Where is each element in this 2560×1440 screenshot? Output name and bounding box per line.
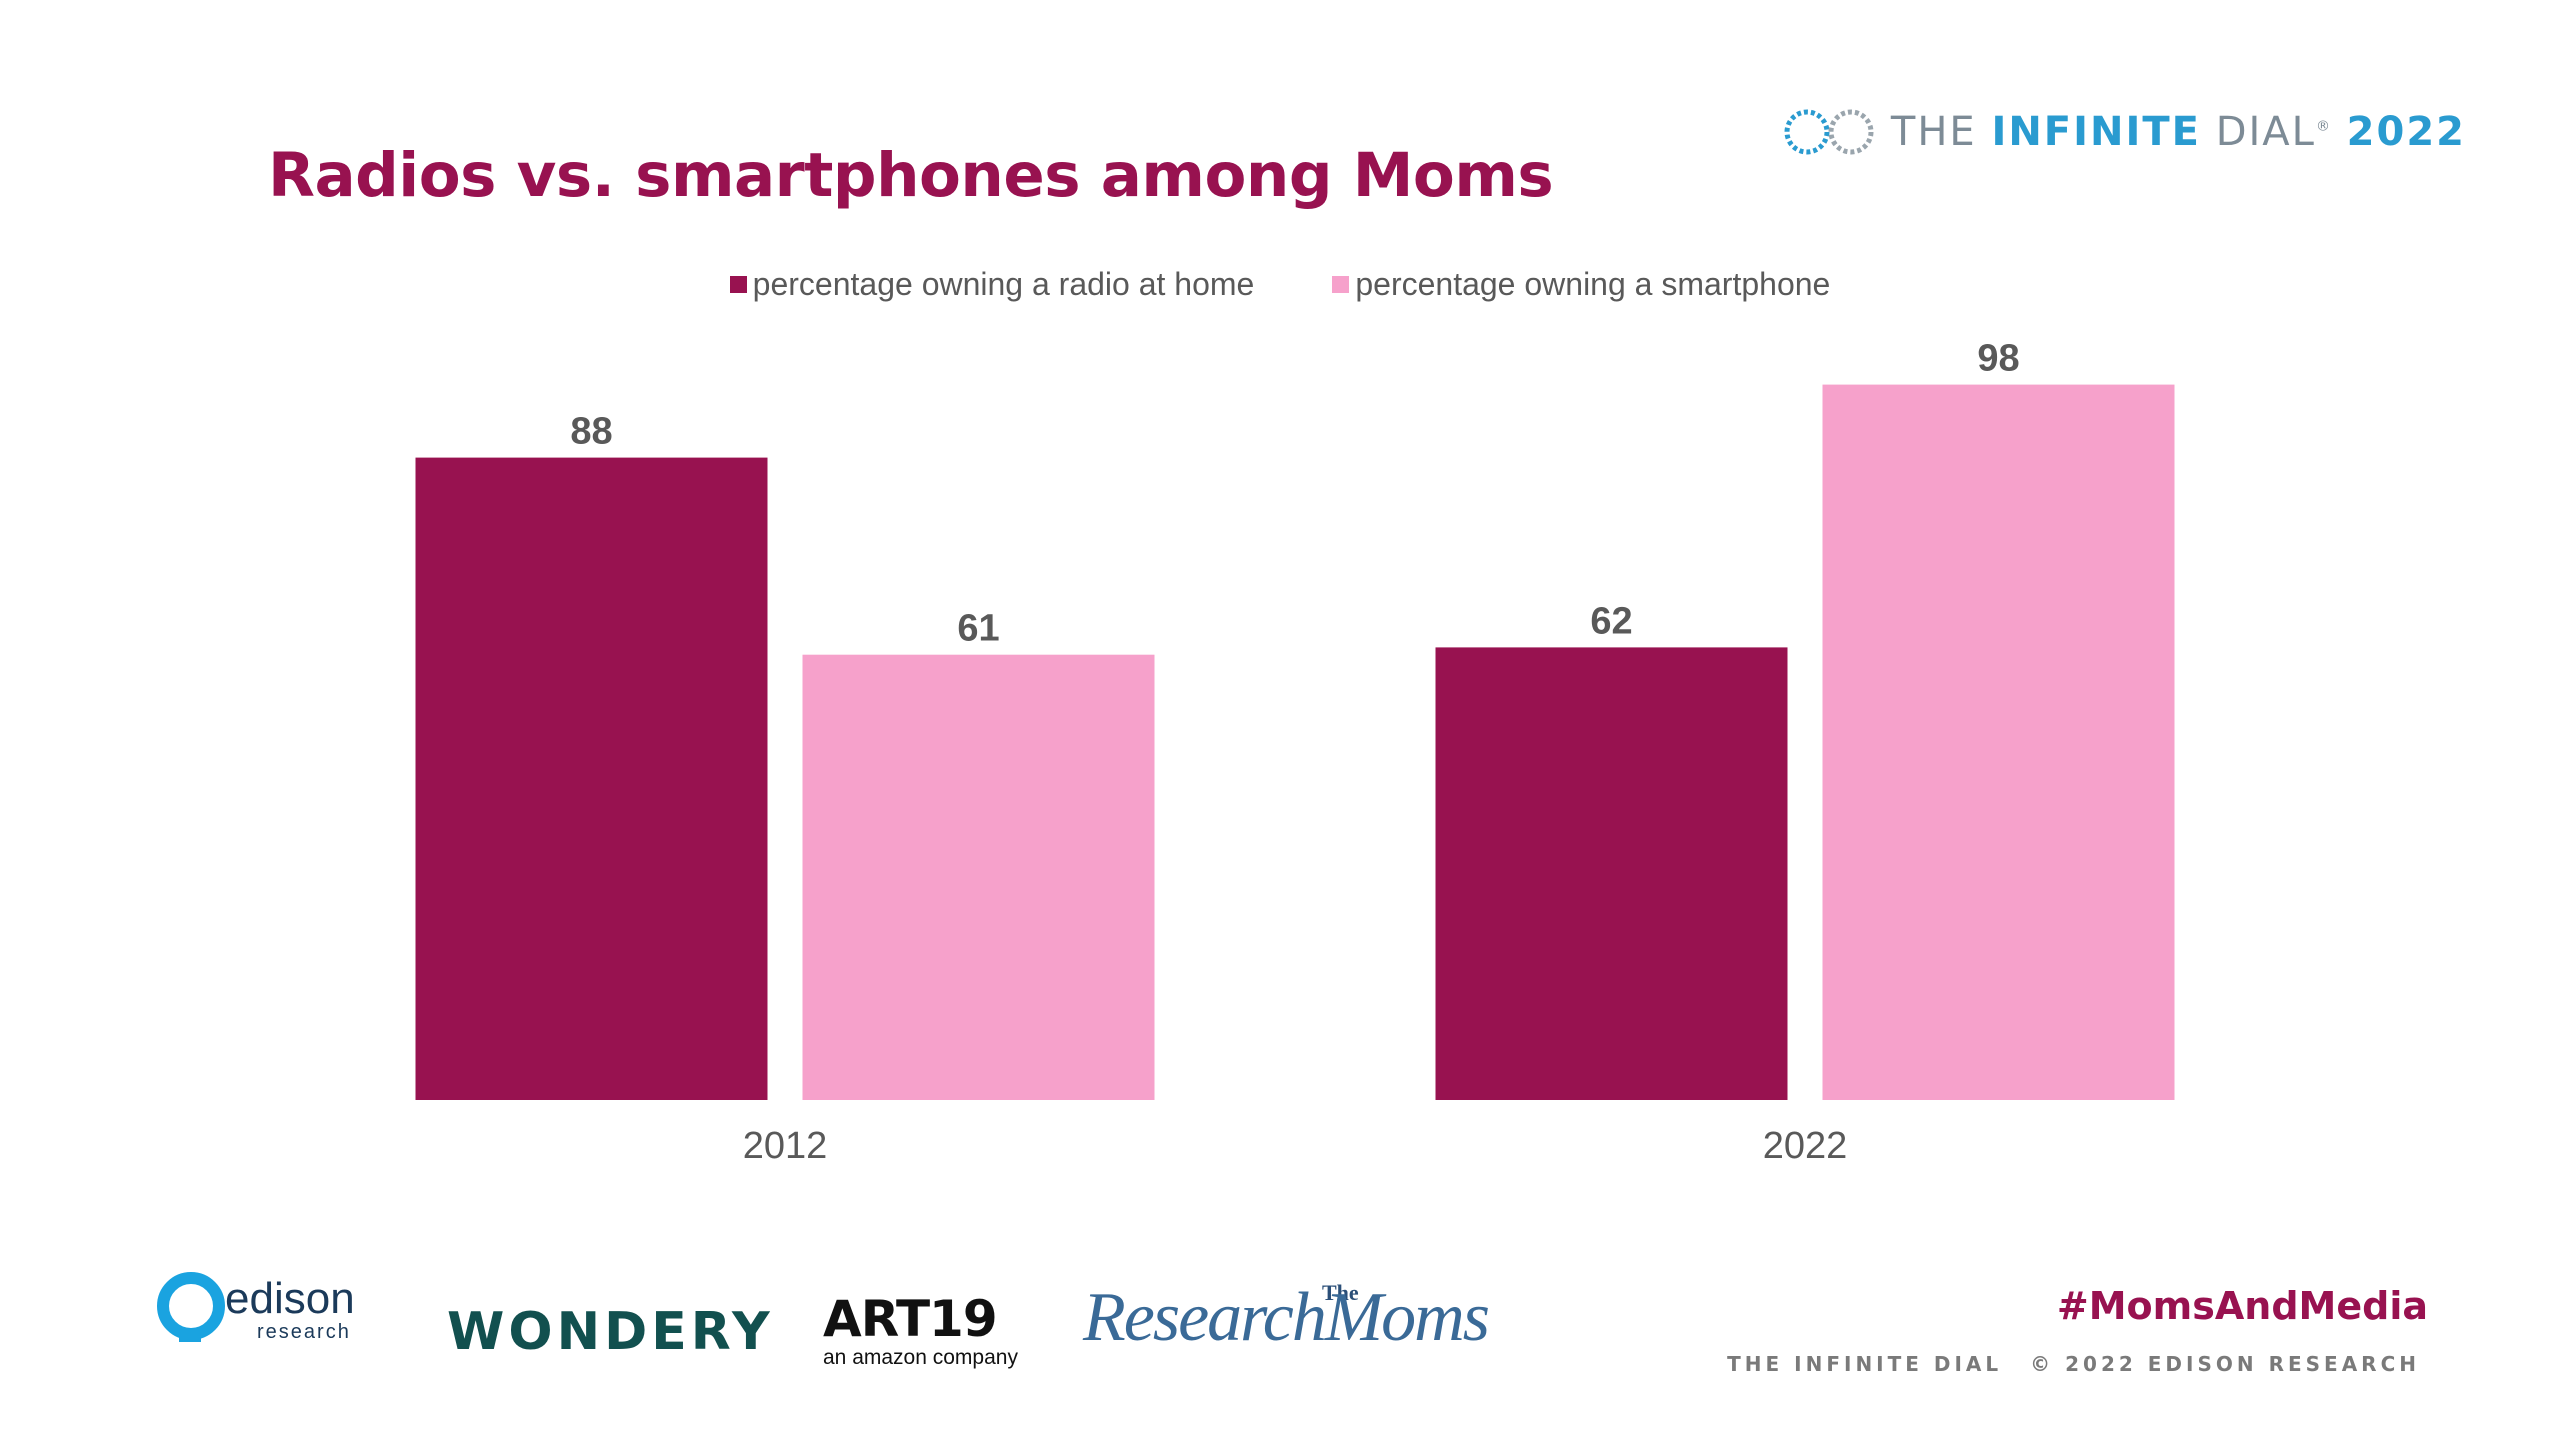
chart-legend: percentage owning a radio at home percen… xyxy=(0,266,2560,303)
art19-wordmark: ART19 xyxy=(823,1290,998,1348)
bar-2012-series-0 xyxy=(415,457,768,1101)
brand-year: 2022 xyxy=(2346,109,2466,155)
legend-item-radio: percentage owning a radio at home xyxy=(729,266,1255,303)
footer-credit: THE INFINITE DIAL © 2022 EDISON RESEARCH xyxy=(1727,1352,2420,1376)
bar-chart: 88 61 2012 62 98 2022 xyxy=(415,338,2175,1167)
data-label-2022-series-0: 62 xyxy=(1590,600,1632,642)
infinity-icon xyxy=(1784,109,1874,155)
edison-swirl-icon xyxy=(157,1272,225,1342)
x-tick-label-2012: 2012 xyxy=(743,1125,828,1167)
slide-title: Radios vs. smartphones among Moms xyxy=(268,140,1554,211)
bar-2012-series-1 xyxy=(802,654,1155,1100)
legend-label-radio: percentage owning a radio at home xyxy=(752,266,1255,302)
legend-item-smartphone: percentage owning a smartphone xyxy=(1332,266,1830,303)
bar-2022-series-0 xyxy=(1435,647,1788,1100)
legend-swatch-radio xyxy=(729,276,747,293)
research-moms-the: The xyxy=(1322,1280,1359,1305)
brand-prefix: THE xyxy=(1890,109,1977,155)
infinite-dial-logo: THE INFINITE DIAL® 2022 xyxy=(1781,102,2466,162)
brand-suffix: DIAL xyxy=(2215,109,2316,155)
sponsor-logos: edison research WONDERY ART19 an amazon … xyxy=(135,1240,1490,1420)
brand-highlight: INFINITE xyxy=(1991,109,2201,155)
data-label-2012-series-1: 61 xyxy=(957,608,999,650)
legend-label-smartphone: percentage owning a smartphone xyxy=(1355,266,1831,302)
footer-copyright: © 2022 EDISON RESEARCH xyxy=(2030,1352,2420,1376)
data-label-2012-series-0: 88 xyxy=(570,411,612,453)
art19-subtext: an amazon company xyxy=(823,1346,1018,1369)
wondery-logo: WONDERY xyxy=(447,1302,774,1362)
research-moms-logo: ResearchMoms xyxy=(1083,1279,1490,1356)
brand-text: THE INFINITE DIAL® 2022 xyxy=(1891,109,2466,155)
hashtag: #MomsAndMedia xyxy=(2056,1284,2428,1328)
bar-2022-series-1 xyxy=(1822,384,2175,1101)
art19-logo: ART19 an amazon company xyxy=(823,1290,1018,1370)
edison-wordmark: edison xyxy=(225,1273,355,1323)
edison-subtext: research xyxy=(257,1320,351,1343)
x-tick-label-2022: 2022 xyxy=(1763,1125,1848,1167)
legend-swatch-smartphone xyxy=(1332,276,1350,293)
edison-research-logo: edison research xyxy=(155,1270,355,1350)
data-label-2022-series-1: 98 xyxy=(1977,338,2019,380)
registered-mark: ® xyxy=(2315,118,2332,135)
footer-left-text: THE INFINITE DIAL xyxy=(1727,1352,2003,1376)
